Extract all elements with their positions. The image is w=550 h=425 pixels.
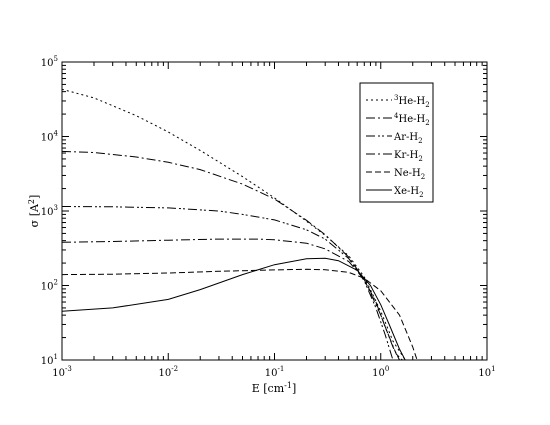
legend-label: Xe-H2 xyxy=(394,186,424,199)
x-tick-label: 101 xyxy=(478,365,495,379)
series-group xyxy=(61,88,418,361)
y-tick-label: 105 xyxy=(41,55,58,69)
series-line-4he-h2 xyxy=(61,150,400,361)
x-tick-label: 10-3 xyxy=(52,365,72,379)
x-tick-label: 10-2 xyxy=(158,365,178,379)
series-line-ne-h2 xyxy=(61,268,418,361)
tick-labels: 10-3 10-2 10-1 100 101 101 102 103 104 105 xyxy=(41,55,496,379)
y-axis-label: σ [A2] xyxy=(27,195,41,228)
legend-label: Ar-H2 xyxy=(393,132,423,145)
x-tick-label: 100 xyxy=(372,365,389,379)
y-tick-label: 104 xyxy=(41,130,59,144)
series-line-xe-h2 xyxy=(61,257,406,361)
axis-ticks xyxy=(61,61,488,361)
series-line-ar-h2 xyxy=(61,206,394,361)
y-tick-label: 102 xyxy=(41,279,58,293)
y-tick-label: 101 xyxy=(41,353,58,367)
legend: 3He-H2 4He-H2 Ar-H2 Kr-H2 Ne-H2 Xe-H2 xyxy=(359,82,434,203)
legend-label: Ne-H2 xyxy=(394,168,425,181)
y-tick-label: 103 xyxy=(41,204,58,218)
legend-label: 4He-H2 xyxy=(394,112,430,127)
legend-label: 3He-H2 xyxy=(394,94,430,109)
legend-box xyxy=(359,82,434,203)
x-axis-label: E [cm-1] xyxy=(252,381,297,395)
x-tick-label: 10-1 xyxy=(265,365,285,379)
legend-label: Kr-H2 xyxy=(394,150,423,163)
series-line-3he-h2 xyxy=(61,88,406,361)
series-line-kr-h2 xyxy=(61,238,403,361)
